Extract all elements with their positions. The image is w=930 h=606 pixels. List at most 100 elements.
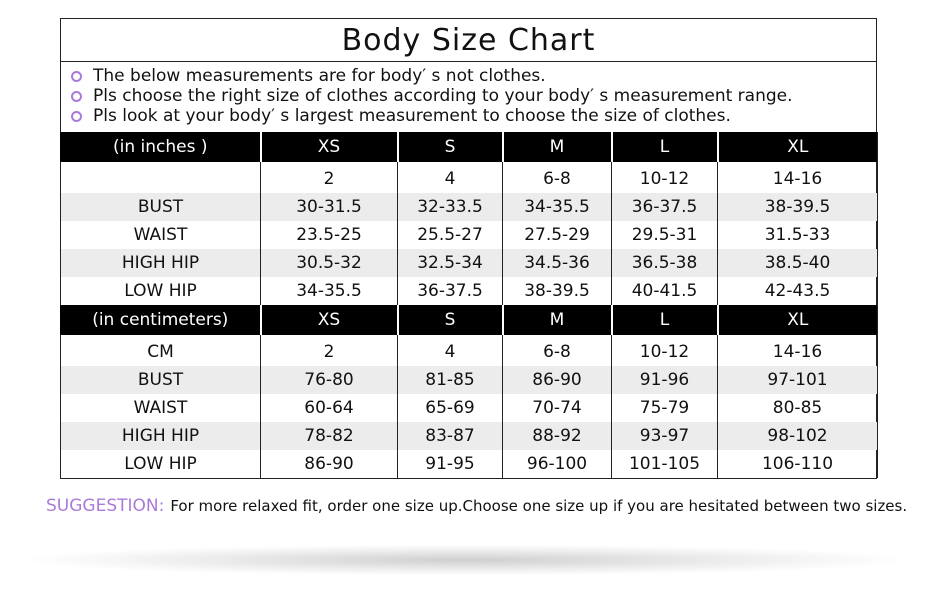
row: WAIST 60-64 65-69 70-74 75-79 80-85: [60, 394, 878, 422]
cell: 34-35.5: [502, 193, 612, 221]
cell: 30.5-32: [260, 249, 398, 277]
cell: 34.5-36: [502, 249, 612, 277]
cell: 36-37.5: [611, 193, 718, 221]
cell: 38.5-40: [717, 249, 878, 277]
cell: 40-41.5: [611, 277, 718, 305]
cell: 6-8: [502, 165, 612, 193]
cell: BUST: [60, 366, 261, 394]
cell: 91-96: [611, 366, 718, 394]
cell: 31.5-33: [717, 221, 878, 249]
cell: 14-16: [717, 165, 878, 193]
cell: 10-12: [611, 338, 718, 366]
cell: 42-43.5: [717, 277, 878, 305]
cell: 4: [397, 165, 503, 193]
cell: HIGH HIP: [60, 249, 261, 277]
cell: 83-87: [397, 422, 503, 450]
cell: 93-97: [611, 422, 718, 450]
cell: 2: [260, 338, 398, 366]
cell: 32-33.5: [397, 193, 503, 221]
suggestion-label: SUGGESTION:: [46, 496, 165, 516]
suggestion-text: For more relaxed fit, order one size up.…: [170, 497, 908, 515]
cell: 81-85: [397, 366, 503, 394]
header-row: (in inches ) XS S M L XL: [60, 132, 878, 162]
spacer-row: [60, 162, 878, 165]
header-cell: XL: [716, 132, 878, 162]
row: LOW HIP 86-90 91-95 96-100 101-105 106-110: [60, 450, 878, 478]
cell: 36-37.5: [397, 277, 503, 305]
cell: 30-31.5: [260, 193, 398, 221]
cell: CM: [60, 338, 261, 366]
row: WAIST 23.5-25 25.5-27 27.5-29 29.5-31 31.5-33: [60, 221, 878, 249]
cell: 10-12: [611, 165, 718, 193]
cell: 97-101: [717, 366, 878, 394]
spacer-cell: [717, 162, 878, 165]
cell: BUST: [60, 193, 261, 221]
cell: 96-100: [502, 450, 612, 478]
cell: 14-16: [717, 338, 878, 366]
cell: 86-90: [502, 366, 612, 394]
cell: 80-85: [717, 394, 878, 422]
size-table: (in inches ) XS S M L XL 2 4 6-8 10-12 14-16 BUST 30…: [60, 132, 878, 478]
notes: The below measurements are for body′ s n…: [61, 62, 876, 132]
cell: 76-80: [260, 366, 398, 394]
note: The below measurements are for body′ s n…: [71, 66, 876, 86]
header-cell: M: [501, 305, 612, 335]
row: LOW HIP 34-35.5 36-37.5 38-39.5 40-41.5 42-43…: [60, 277, 878, 305]
cell: 98-102: [717, 422, 878, 450]
cell: LOW HIP: [60, 450, 261, 478]
cell: LOW HIP: [60, 277, 261, 305]
header-cell: XS: [259, 132, 398, 162]
cell: 34-35.5: [260, 277, 398, 305]
row: CM 2 4 6-8 10-12 14-16: [60, 338, 878, 366]
cell: 101-105: [611, 450, 718, 478]
header-cell: S: [396, 305, 503, 335]
row: HIGH HIP 30.5-32 32.5-34 34.5-36 36.5-38 38.5…: [60, 249, 878, 277]
row: 2 4 6-8 10-12 14-16: [60, 165, 878, 193]
cell: 91-95: [397, 450, 503, 478]
cell: 23.5-25: [260, 221, 398, 249]
cell: [60, 165, 261, 193]
suggestion: SUGGESTION: For more relaxed fit, order o…: [46, 496, 907, 516]
shadow: [30, 545, 900, 575]
cell: 2: [260, 165, 398, 193]
row: BUST 30-31.5 32-33.5 34-35.5 36-37.5 38-39.5: [60, 193, 878, 221]
spacer-cell: [717, 335, 878, 338]
header-cell: L: [610, 305, 718, 335]
cell: 38-39.5: [717, 193, 878, 221]
cell: 60-64: [260, 394, 398, 422]
cell: 29.5-31: [611, 221, 718, 249]
header-cell: (in inches ): [60, 132, 261, 162]
row: BUST 76-80 81-85 86-90 91-96 97-101: [60, 366, 878, 394]
header-cell: S: [396, 132, 503, 162]
cell: 4: [397, 338, 503, 366]
chart-box: Body Size Chart The below measurements a…: [60, 18, 878, 479]
cell: 36.5-38: [611, 249, 718, 277]
cell: 65-69: [397, 394, 503, 422]
header-cell: XS: [259, 305, 398, 335]
header-cell: XL: [716, 305, 878, 335]
cell: 32.5-34: [397, 249, 503, 277]
row: HIGH HIP 78-82 83-87 88-92 93-97 98-102: [60, 422, 878, 450]
cell: 75-79: [611, 394, 718, 422]
header-cell: L: [610, 132, 718, 162]
cell: WAIST: [60, 221, 261, 249]
header-cell: M: [501, 132, 612, 162]
cell: 6-8: [502, 338, 612, 366]
cell: 70-74: [502, 394, 612, 422]
cell: 106-110: [717, 450, 878, 478]
cell: 38-39.5: [502, 277, 612, 305]
note: Pls look at your body′ s largest measure…: [71, 106, 876, 126]
spacer-row: [60, 335, 878, 338]
cell: 88-92: [502, 422, 612, 450]
cell: 86-90: [260, 450, 398, 478]
note: Pls choose the right size of clothes acc…: [71, 86, 876, 106]
cell: 27.5-29: [502, 221, 612, 249]
cell: 78-82: [260, 422, 398, 450]
cell: WAIST: [60, 394, 261, 422]
header-row: (in centimeters) XS S M L XL: [60, 305, 878, 335]
header-cell: (in centimeters): [60, 305, 261, 335]
cell: HIGH HIP: [60, 422, 261, 450]
cell: 25.5-27: [397, 221, 503, 249]
title: Body Size Chart: [61, 19, 876, 62]
